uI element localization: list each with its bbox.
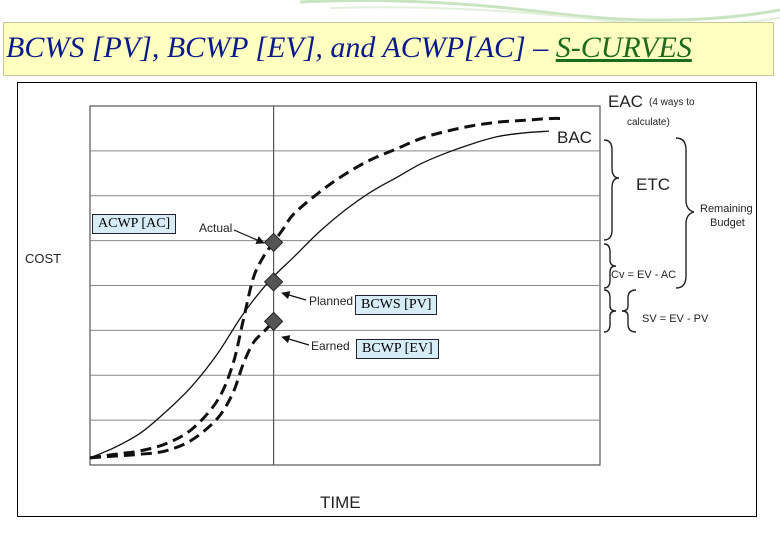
etc-brace <box>603 139 620 241</box>
series-line-planned <box>89 130 550 459</box>
eac-note-2: calculate) <box>627 117 670 128</box>
remaining-label-1: Remaining <box>700 203 753 215</box>
title-banner: BCWS [PV], BCWP [EV], and ACWP[AC] – S-C… <box>3 22 774 76</box>
actual-label: Actual <box>199 221 232 235</box>
callout-acwp: ACWP [AC] <box>92 214 177 234</box>
actual-arrow <box>233 229 265 244</box>
sv-label: SV = EV - PV <box>642 313 709 325</box>
page-title: BCWS [PV], BCWP [EV], and ACWP[AC] – S-C… <box>6 31 692 65</box>
title-part-2: S-CURVES <box>555 31 692 64</box>
series-line-actual <box>89 116 565 460</box>
eac-label: EAC <box>608 92 643 111</box>
callout-bcwp: BCWP [EV] <box>356 339 439 359</box>
eac-note-1: (4 ways to <box>649 97 695 108</box>
cv-brace <box>603 243 617 289</box>
planned-label: Planned <box>309 294 353 308</box>
sv-brace <box>621 289 637 333</box>
etc-label: ETC <box>636 175 670 194</box>
cv-label: Cv = EV - AC <box>611 269 676 281</box>
chart-series <box>89 116 565 460</box>
planned-arrow <box>281 291 307 301</box>
chart-markers <box>263 232 284 332</box>
callout-bcws: BCWS [PV] <box>355 295 438 315</box>
bac-label: BAC <box>557 128 592 147</box>
earned-arrow <box>281 335 310 346</box>
title-part-1: BCWS [PV], BCWP [EV], and ACWP[AC] – <box>6 31 556 64</box>
remaining-label-2: Budget <box>710 217 745 229</box>
earned-label: Earned <box>311 339 350 353</box>
marker-earned <box>263 311 284 332</box>
chart-grid <box>89 105 601 466</box>
remaining-brace <box>675 137 695 289</box>
sv-brace-outer <box>603 289 617 333</box>
x-axis-label: TIME <box>320 493 361 512</box>
y-axis-label: COST <box>25 251 61 266</box>
series-line-earned <box>89 320 275 460</box>
marker-planned <box>263 272 284 292</box>
marker-actual <box>263 232 284 253</box>
